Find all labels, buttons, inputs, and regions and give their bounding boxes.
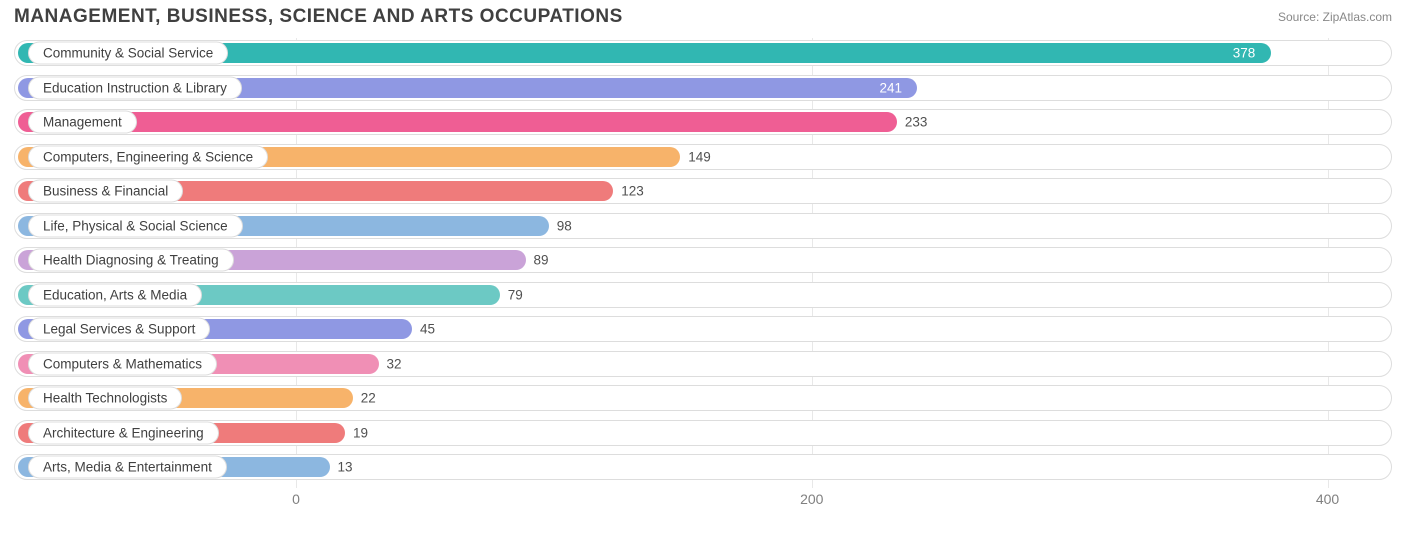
bar-label: Legal Services & Support (28, 318, 210, 341)
bar-row: Computers, Engineering & Science 149 (14, 142, 1392, 172)
chart-title: MANAGEMENT, BUSINESS, SCIENCE AND ARTS O… (14, 6, 623, 28)
chart-header: MANAGEMENT, BUSINESS, SCIENCE AND ARTS O… (0, 0, 1406, 32)
bar-label: Education Instruction & Library (28, 76, 242, 99)
bar-row: Legal Services & Support 45 (14, 314, 1392, 344)
axis-tick: 400 (1316, 491, 1339, 507)
bar-label: Arts, Media & Entertainment (28, 456, 227, 479)
bar-value: 45 (420, 322, 435, 337)
bar-label: Computers, Engineering & Science (28, 145, 268, 168)
bar-label: Health Technologists (28, 387, 182, 410)
bar-value: 378 (1233, 46, 1256, 61)
bar-row: Computers & Mathematics 32 (14, 349, 1392, 379)
bar-row: Health Diagnosing & Treating 89 (14, 245, 1392, 275)
bar-value: 241 (879, 80, 902, 95)
bar-label: Management (28, 111, 137, 134)
bar-value: 233 (905, 115, 928, 130)
bar-label: Life, Physical & Social Science (28, 214, 243, 237)
bar-value: 13 (338, 460, 353, 475)
bar-value: 98 (557, 218, 572, 233)
bar-row: Education Instruction & Library 241 (14, 73, 1392, 103)
bar-row: Architecture & Engineering 19 (14, 418, 1392, 448)
bar-value: 149 (688, 149, 711, 164)
axis-tick: 200 (800, 491, 823, 507)
bar-label: Community & Social Service (28, 42, 228, 65)
x-axis: 0 200 400 (14, 487, 1392, 517)
axis-tick: 0 (292, 491, 300, 507)
bar-value: 32 (387, 356, 402, 371)
bar-row: Business & Financial 123 (14, 176, 1392, 206)
bar-value: 79 (508, 287, 523, 302)
bar-row: Arts, Media & Entertainment 13 (14, 452, 1392, 482)
source-name: ZipAtlas.com (1323, 10, 1392, 24)
bar-container: Community & Social Service 378 Education I… (14, 38, 1392, 482)
bar-fill (18, 112, 897, 132)
chart-area: Community & Social Service 378 Education I… (14, 38, 1392, 518)
bar-row: Community & Social Service 378 (14, 38, 1392, 68)
bar-row: Health Technologists 22 (14, 383, 1392, 413)
bar-label: Architecture & Engineering (28, 421, 219, 444)
chart-source: Source: ZipAtlas.com (1278, 10, 1392, 24)
bar-row: Life, Physical & Social Science 98 (14, 211, 1392, 241)
bar-value: 89 (534, 253, 549, 268)
bar-label: Computers & Mathematics (28, 352, 217, 375)
bar-value: 22 (361, 391, 376, 406)
source-prefix: Source: (1278, 10, 1323, 24)
bar-row: Education, Arts & Media 79 (14, 280, 1392, 310)
bar-label: Business & Financial (28, 180, 183, 203)
bar-label: Health Diagnosing & Treating (28, 249, 234, 272)
bar-label: Education, Arts & Media (28, 283, 202, 306)
bar-value: 19 (353, 425, 368, 440)
bar-value: 123 (621, 184, 644, 199)
bar-row: Management 233 (14, 107, 1392, 137)
